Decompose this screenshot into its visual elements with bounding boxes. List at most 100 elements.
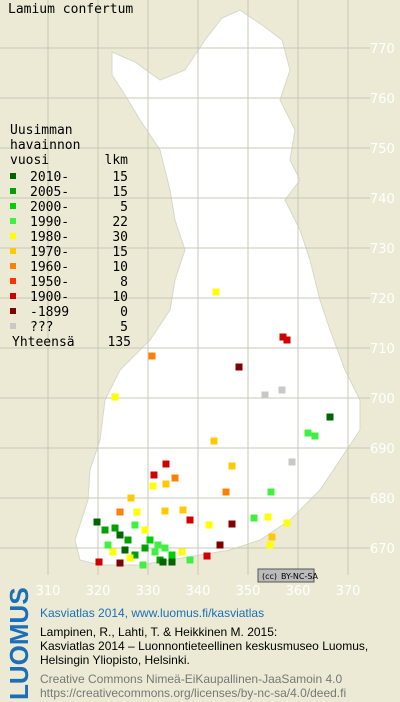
legend-swatch <box>10 308 16 314</box>
legend-count: 15 <box>112 245 128 260</box>
occurrence-square <box>179 506 187 514</box>
x-grid-label: 370 <box>336 584 361 599</box>
legend-count: 10 <box>112 260 128 275</box>
grid: 310 320 330 340 350 360 370 770 760 750 740 730 720 7… <box>0 0 395 599</box>
legend-column: vuosi <box>10 153 49 168</box>
occurrence-square <box>104 541 112 549</box>
legend-swatch <box>10 293 16 299</box>
legend-label: 2000- <box>30 200 69 215</box>
map-title: Lamium confertum <box>8 2 133 17</box>
x-grid-label: 310 <box>36 584 61 599</box>
legend-count: 8 <box>120 275 128 290</box>
occurrence-square <box>326 413 334 421</box>
occurrences <box>93 288 334 569</box>
occurrence-square <box>266 541 274 549</box>
occurrence-square <box>228 520 236 528</box>
y-grid-label: 750 <box>370 142 395 157</box>
occurrence-square <box>178 548 186 556</box>
legend-count: 10 <box>112 290 128 305</box>
occurrence-square <box>304 429 312 437</box>
occurrence-square <box>111 393 119 401</box>
y-grid-label: 730 <box>370 242 395 257</box>
occurrence-square <box>268 533 276 541</box>
occurrence-square <box>267 488 275 496</box>
legend-label: ??? <box>30 320 53 335</box>
occurrence-square <box>149 482 157 490</box>
occurrence-square <box>228 462 236 470</box>
legend-count: 15 <box>112 170 128 185</box>
occurrence-square <box>146 536 154 544</box>
occurrence-square <box>264 513 272 521</box>
occurrence-square <box>124 536 132 544</box>
occurrence-square <box>210 437 218 445</box>
legend-heading: Uusimman <box>10 123 73 138</box>
occurrence-square <box>159 558 167 566</box>
occurrence-square <box>148 352 156 360</box>
x-grid-label: 360 <box>286 584 311 599</box>
y-grid-label: 760 <box>370 92 395 107</box>
occurrence-square <box>283 519 291 527</box>
legend-total-label: Yhteensä <box>12 335 75 350</box>
legend-swatch <box>10 248 16 254</box>
occurrence-square <box>150 471 158 479</box>
legend-column: lkm <box>105 153 129 168</box>
occurrence-square <box>127 494 135 502</box>
legend-label: 1950- <box>30 275 69 290</box>
occurrence-square <box>116 508 124 516</box>
y-grid-label: 710 <box>370 342 395 357</box>
license-badge: BY-NC-SA <box>281 572 319 581</box>
occurrence-square <box>212 288 220 296</box>
legend-label: 1980- <box>30 230 69 245</box>
occurrence-square <box>162 460 170 468</box>
occurrence-square <box>162 480 170 488</box>
y-grid-label: 690 <box>370 442 395 457</box>
citation: Kasviatlas 2014 – Luonnontieteellinen ke… <box>40 639 368 653</box>
legend-count: 30 <box>112 230 128 245</box>
occurrence-square <box>168 558 176 566</box>
legend-count: 22 <box>112 215 128 230</box>
x-grid-label: 350 <box>236 584 261 599</box>
legend-swatch <box>10 233 16 239</box>
legend-swatch <box>10 173 16 179</box>
occurrence-square <box>131 521 139 529</box>
occurrence-square <box>131 551 139 559</box>
occurrence-square <box>141 544 149 552</box>
occurrence-square <box>154 541 162 549</box>
occurrence-square <box>151 548 159 556</box>
license-text: Creative Commons Nimeä-EiKaupallinen-Jaa… <box>40 672 342 686</box>
headline: Kasviatlas 2014, www.luomus.fi/kasviatla… <box>40 606 264 620</box>
occurrence-square <box>109 548 117 556</box>
y-grid-label: 700 <box>370 392 395 407</box>
occurrence-square <box>278 386 286 394</box>
occurrence-square <box>139 561 147 569</box>
y-grid-label: 670 <box>370 542 395 557</box>
occurrence-square <box>171 474 179 482</box>
legend-swatch <box>10 203 16 209</box>
occurrence-square <box>261 391 269 399</box>
occurrence-square <box>116 531 124 539</box>
occurrence-square <box>288 458 296 466</box>
legend-total-count: 135 <box>108 335 131 350</box>
legend-label: -1899 <box>30 305 69 320</box>
legend-swatch <box>10 323 16 329</box>
legend-label: 2010- <box>30 170 69 185</box>
legend-count: 15 <box>112 185 128 200</box>
y-grid-label: 680 <box>370 492 395 507</box>
occurrence-square <box>101 526 109 534</box>
legend-swatch <box>10 278 16 284</box>
occurrence-square <box>161 507 169 515</box>
y-grid-label: 720 <box>370 292 395 307</box>
legend-label: 1960- <box>30 260 69 275</box>
x-grid-label: 320 <box>86 584 111 599</box>
legend-swatch <box>10 263 16 269</box>
occurrence-square <box>250 514 258 522</box>
occurrence-square <box>186 556 194 564</box>
occurrence-square <box>121 546 129 554</box>
x-grid-label: 340 <box>186 584 211 599</box>
license-badge-cc: (cc) <box>262 572 277 581</box>
legend-heading: havainnon <box>10 138 80 153</box>
occurrence-square <box>168 551 176 559</box>
citation: Lampinen, R., Lahti, T. & Heikkinen M. 2… <box>40 625 277 639</box>
occurrence-square <box>235 363 243 371</box>
